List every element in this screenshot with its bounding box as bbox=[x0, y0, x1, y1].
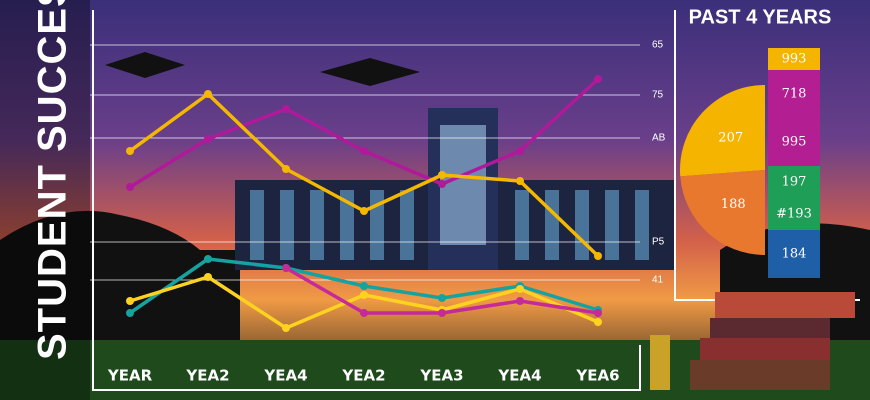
pie-slice bbox=[680, 170, 765, 255]
right-label: 41 bbox=[652, 275, 664, 286]
point bbox=[126, 297, 134, 305]
point bbox=[282, 264, 290, 272]
point bbox=[360, 291, 368, 299]
block-label: #193 bbox=[776, 207, 812, 222]
panel-block bbox=[768, 230, 820, 278]
point bbox=[282, 165, 290, 173]
block-label: 993 bbox=[782, 52, 807, 67]
point bbox=[360, 207, 368, 215]
point bbox=[438, 171, 446, 179]
right-label: 65 bbox=[652, 40, 664, 51]
point bbox=[438, 180, 446, 188]
trees bbox=[0, 210, 240, 340]
point bbox=[516, 177, 524, 185]
books bbox=[650, 292, 855, 390]
point bbox=[204, 255, 212, 263]
point bbox=[438, 294, 446, 302]
x-tick-label: YEAR bbox=[107, 367, 153, 385]
right-label: AB bbox=[652, 133, 666, 144]
point bbox=[204, 273, 212, 281]
point bbox=[282, 324, 290, 332]
block-label: 995 bbox=[782, 135, 807, 150]
point bbox=[516, 147, 524, 155]
point bbox=[126, 147, 134, 155]
point bbox=[204, 90, 212, 98]
right-label: P5 bbox=[652, 237, 665, 248]
point bbox=[594, 75, 602, 83]
chart-frame bbox=[92, 10, 641, 391]
right-label: 75 bbox=[652, 90, 664, 101]
point bbox=[360, 147, 368, 155]
point bbox=[126, 183, 134, 191]
point bbox=[516, 297, 524, 305]
panel-block bbox=[768, 118, 820, 166]
point bbox=[438, 309, 446, 317]
point bbox=[126, 309, 134, 317]
panel-block bbox=[768, 70, 820, 118]
panel-block bbox=[768, 198, 820, 230]
pie-label: 188 bbox=[721, 197, 746, 212]
panel-title: PAST 4 YEARS bbox=[689, 6, 832, 28]
point bbox=[282, 105, 290, 113]
x-tick-label: YEA4 bbox=[497, 367, 541, 385]
chart-title: STUDENT SUCCESSS bbox=[31, 0, 75, 360]
point bbox=[594, 252, 602, 260]
guide-lines bbox=[90, 44, 640, 281]
block-label: 718 bbox=[782, 87, 807, 102]
point bbox=[594, 309, 602, 317]
pie-label: 207 bbox=[718, 131, 743, 146]
x-tick-label: YEA3 bbox=[419, 367, 463, 385]
x-tick-label: YEA2 bbox=[341, 367, 385, 385]
x-tick-label: YEA2 bbox=[185, 367, 229, 385]
panel-block bbox=[768, 166, 820, 198]
grad-cap bbox=[105, 52, 185, 78]
point bbox=[360, 309, 368, 317]
pie-slice bbox=[680, 85, 765, 177]
point bbox=[360, 282, 368, 290]
x-tick-label: YEA6 bbox=[575, 367, 619, 385]
block-label: 184 bbox=[782, 247, 807, 262]
block-label: 197 bbox=[782, 175, 807, 190]
x-tick-label: YEA4 bbox=[263, 367, 307, 385]
point bbox=[594, 318, 602, 326]
grad-cap bbox=[320, 58, 420, 86]
panel-block bbox=[768, 48, 820, 70]
title-band bbox=[0, 0, 90, 400]
point bbox=[516, 285, 524, 293]
tower-window bbox=[440, 125, 486, 245]
point bbox=[204, 135, 212, 143]
